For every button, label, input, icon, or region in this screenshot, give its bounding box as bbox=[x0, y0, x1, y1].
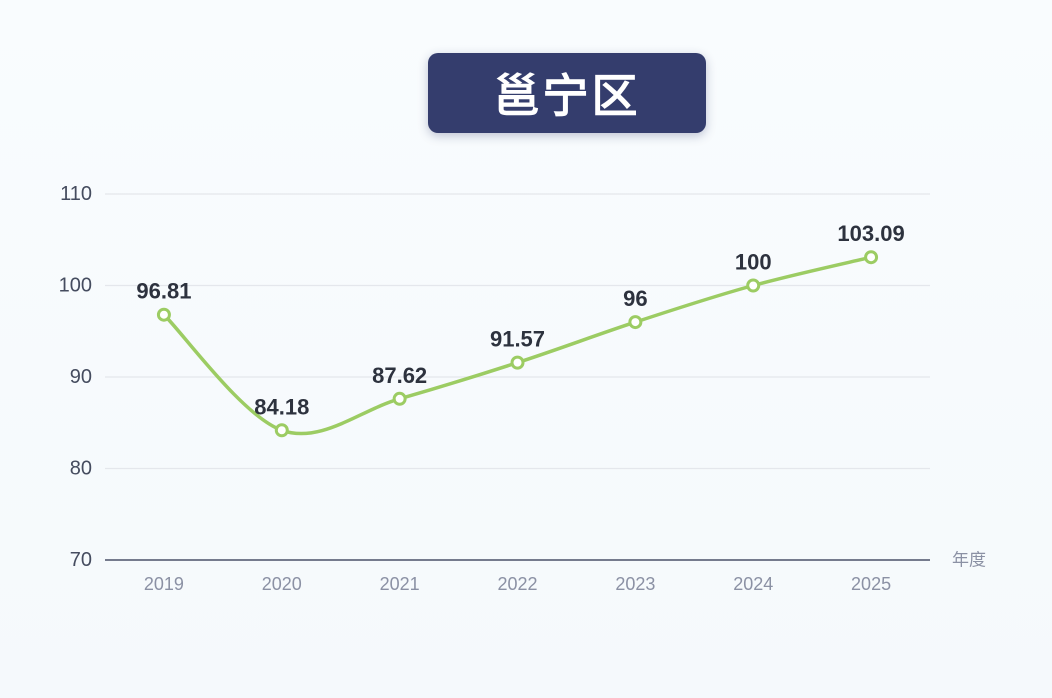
y-axis-tick-label: 110 bbox=[60, 183, 92, 205]
x-axis-tick-label: 2020 bbox=[262, 574, 302, 594]
data-label-2024: 100 bbox=[735, 250, 772, 275]
data-label-2023: 96 bbox=[623, 286, 647, 311]
data-point-2025 bbox=[864, 250, 879, 265]
y-axis-tick-label: 80 bbox=[70, 458, 92, 480]
x-axis-tick-label: 2021 bbox=[380, 574, 420, 594]
data-label-2020: 84.18 bbox=[254, 394, 309, 419]
data-point-2021 bbox=[392, 391, 407, 406]
y-axis-tick-label: 90 bbox=[70, 366, 92, 388]
data-point-2024 bbox=[746, 278, 761, 293]
data-point-2020 bbox=[274, 423, 289, 438]
data-point-2019 bbox=[156, 307, 171, 322]
x-axis-tick-label: 2019 bbox=[144, 574, 184, 594]
data-point-2022 bbox=[510, 355, 525, 370]
data-label-2025: 103.09 bbox=[837, 221, 904, 246]
x-axis-tick-label: 2024 bbox=[733, 574, 773, 594]
region-title-label: 邕宁区 bbox=[493, 70, 641, 122]
y-axis-tick-label: 100 bbox=[59, 275, 92, 297]
x-axis-tick-label: 2023 bbox=[615, 574, 655, 594]
data-point-2023 bbox=[628, 315, 643, 330]
region-title-badge: 邕宁区 bbox=[428, 53, 706, 133]
data-label-2021: 87.62 bbox=[372, 363, 427, 388]
data-label-2022: 91.57 bbox=[490, 327, 545, 352]
x-axis-tick-label: 2025 bbox=[851, 574, 891, 594]
x-axis-tick-label: 2022 bbox=[497, 574, 537, 594]
data-label-2019: 96.81 bbox=[136, 279, 191, 304]
x-axis-title: 年度 bbox=[952, 551, 986, 570]
y-axis-tick-label: 70 bbox=[70, 549, 92, 571]
